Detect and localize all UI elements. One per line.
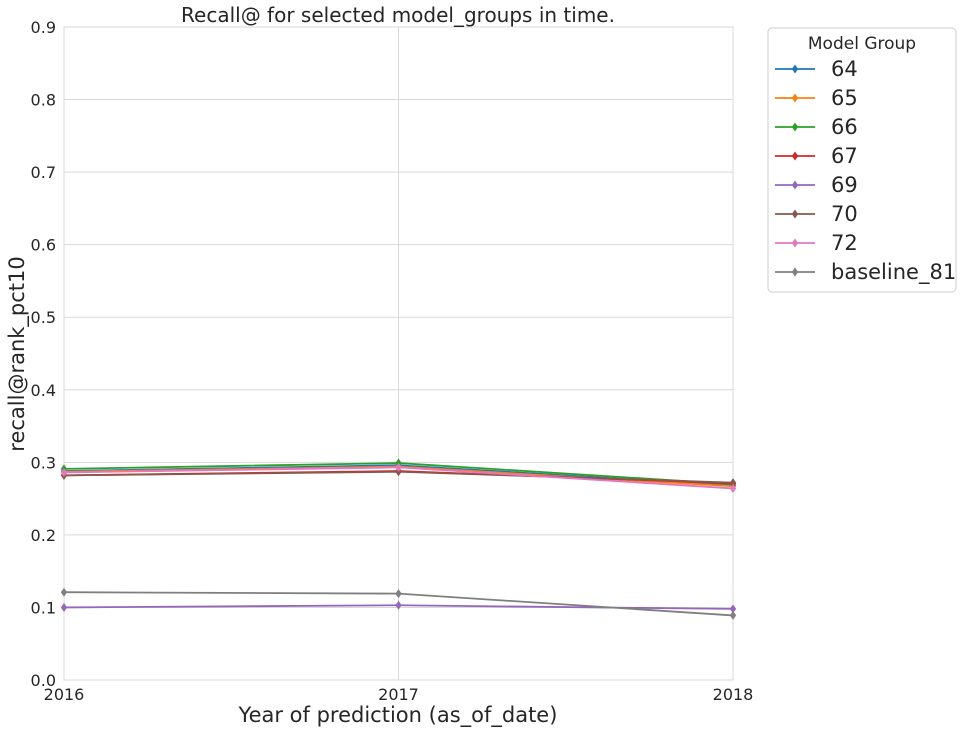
- legend-label: 67: [831, 144, 858, 168]
- y-axis-label: recall@rank_pct10: [5, 256, 30, 451]
- data-point: [60, 587, 68, 597]
- y-tick-label: 0.0: [31, 671, 56, 690]
- y-tick-label: 0.9: [31, 18, 56, 37]
- data-point: [60, 467, 68, 477]
- y-tick-label: 0.7: [31, 163, 56, 182]
- legend-marker: [791, 122, 799, 132]
- legend-marker: [791, 180, 799, 190]
- y-tick-label: 0.1: [31, 598, 56, 617]
- legend-item-66: 66: [775, 115, 858, 139]
- legend-item-64: 64: [775, 57, 858, 81]
- x-tick-label: 2016: [44, 685, 85, 704]
- y-tick-label: 0.8: [31, 91, 56, 110]
- legend-label: 72: [831, 231, 858, 255]
- chart-title: Recall@ for selected model_groups in tim…: [181, 3, 615, 27]
- legend-box: [767, 27, 957, 293]
- y-tick-label: 0.2: [31, 526, 56, 545]
- legend-label: baseline_81: [831, 260, 956, 285]
- x-tick-label: 2017: [378, 685, 419, 704]
- y-tick-label: 0.4: [31, 381, 56, 400]
- legend-item-baseline_81: baseline_81: [775, 260, 956, 285]
- legend-label: 66: [831, 115, 858, 139]
- legend-label: 65: [831, 86, 858, 110]
- data-point: [60, 602, 68, 612]
- legend-item-65: 65: [775, 86, 858, 110]
- legend-marker: [791, 93, 799, 103]
- legend-item-72: 72: [775, 231, 858, 255]
- x-axis-label: Year of prediction (as_of_date): [238, 703, 558, 728]
- y-tick-label: 0.3: [31, 453, 56, 472]
- data-point: [395, 589, 402, 599]
- x-tick-label: 2018: [713, 685, 754, 704]
- data-point: [729, 478, 737, 488]
- legend-title: Model Group: [808, 34, 916, 54]
- data-point: [729, 610, 737, 620]
- legend-label: 70: [831, 202, 858, 226]
- legend-marker: [791, 267, 799, 277]
- legend-marker: [791, 209, 799, 219]
- data-point: [395, 462, 402, 472]
- legend: Model Group 64 65 66 67 69 70 72 baseline_81: [767, 27, 957, 293]
- data-point: [729, 604, 737, 614]
- y-tick-label: 0.6: [31, 236, 56, 255]
- legend-label: 64: [831, 57, 858, 81]
- data-point: [395, 600, 402, 610]
- data-point: [729, 483, 737, 493]
- legend-item-69: 69: [775, 173, 858, 197]
- legend-item-67: 67: [775, 144, 858, 168]
- series-baseline_81: [60, 587, 737, 620]
- legend-marker: [791, 151, 799, 161]
- legend-marker: [791, 64, 799, 74]
- series-72: [60, 462, 737, 493]
- legend-marker: [791, 238, 799, 248]
- y-tick-label: 0.5: [31, 308, 56, 327]
- legend-item-70: 70: [775, 202, 858, 226]
- legend-label: 69: [831, 173, 858, 197]
